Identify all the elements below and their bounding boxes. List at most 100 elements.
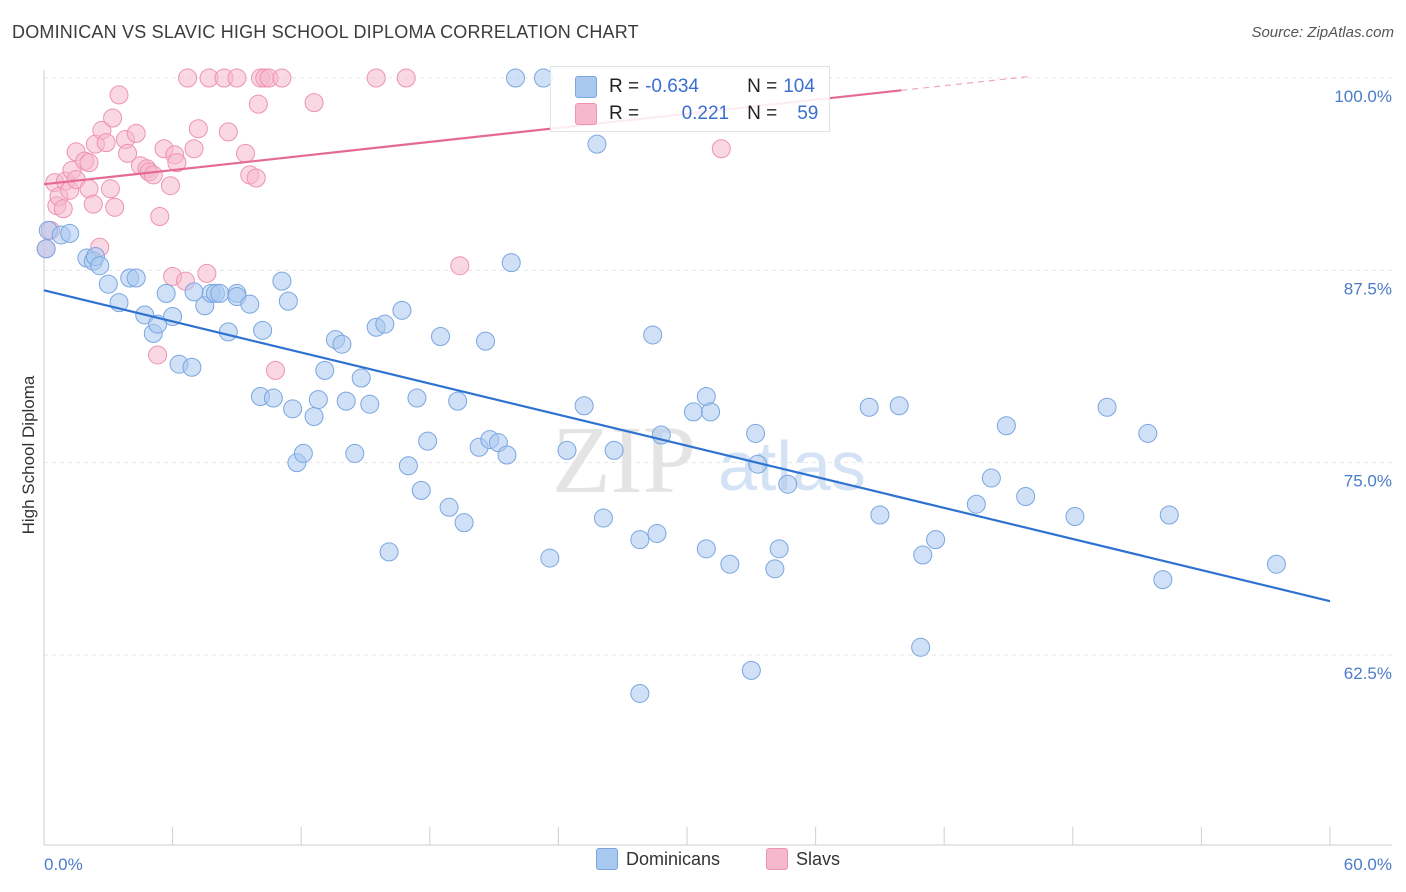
dominicans-point: [240, 294, 260, 314]
slavs-point: [53, 199, 73, 219]
x-tick-label-max: 60.0%: [1344, 855, 1392, 874]
dominicans-point: [263, 388, 283, 408]
slavs-point: [396, 68, 416, 88]
dominicans-point: [278, 291, 298, 311]
dominicans-point: [701, 402, 721, 422]
dominicans-point: [332, 334, 352, 354]
dominicans-point: [1153, 570, 1173, 590]
dominicans-point: [439, 497, 459, 517]
dominicans-point: [218, 322, 238, 342]
slavs-point: [100, 179, 120, 199]
slavs-point: [143, 165, 163, 185]
slavs-point: [103, 108, 123, 128]
dominicans-point: [926, 530, 946, 550]
r-label: R =: [609, 103, 640, 124]
n-label: N =: [747, 76, 778, 97]
legend-label-dominicans: Dominicans: [626, 848, 721, 869]
slavs-point: [304, 93, 324, 113]
dominicans-point: [360, 394, 380, 414]
dominicans-point: [630, 530, 650, 550]
dominicans-point: [60, 223, 80, 243]
dominicans-point: [574, 396, 594, 416]
legend-item-slavs[interactable]: Slavs: [766, 848, 840, 870]
dominicans-point: [769, 539, 789, 559]
y-tick-labels: 62.5% 75.0% 87.5% 100.0%: [1334, 87, 1392, 683]
slavs-point: [96, 133, 116, 153]
slavs-swatch: [575, 103, 597, 125]
dominicans-point: [253, 320, 273, 340]
slavs-point: [188, 119, 208, 139]
dominicans-point: [304, 407, 324, 427]
dominicans-point: [741, 660, 761, 680]
dominicans-point: [315, 360, 335, 380]
slavs-point: [366, 68, 386, 88]
y-axis-label: High School Diploma: [19, 375, 38, 534]
dominicans-point: [476, 331, 496, 351]
dominicans-trend-line: [43, 289, 1331, 603]
slavs-point: [150, 206, 170, 226]
dominicans-point: [283, 399, 303, 419]
slavs-point: [79, 153, 99, 173]
dominicans-point: [398, 456, 418, 476]
dominicans-point: [981, 468, 1001, 488]
dominicans-point: [540, 548, 560, 568]
dominicans-swatch: [575, 76, 597, 98]
r-value: 0.221: [681, 103, 730, 124]
dominicans-point: [1138, 423, 1158, 443]
y-tick-label: 62.5%: [1344, 664, 1392, 683]
dominicans-point: [778, 474, 798, 494]
dominicans-point: [506, 68, 526, 88]
n-label: N =: [747, 103, 778, 124]
slavs-point: [218, 122, 238, 142]
dominicans-point: [431, 326, 451, 346]
dominicans-point: [375, 314, 395, 334]
dominicans-point: [1016, 487, 1036, 507]
slavs-point: [83, 194, 103, 214]
dominicans-point: [392, 300, 412, 320]
slavs-point: [126, 123, 146, 143]
slavs-point: [105, 197, 125, 217]
legend-swatch-slavs: [766, 848, 788, 870]
dominicans-point: [911, 637, 931, 657]
chart-title: DOMINICAN VS SLAVIC HIGH SCHOOL DIPLOMA …: [12, 22, 639, 42]
slavs-point: [160, 176, 180, 196]
dominicans-point: [643, 325, 663, 345]
watermark: ZIP atlas: [552, 406, 866, 513]
slavs-point: [118, 143, 138, 163]
dominicans-point: [454, 513, 474, 533]
slavs-point: [109, 85, 129, 105]
dominicans-point: [98, 274, 118, 294]
dominicans-points: [36, 68, 1286, 703]
slavs-point: [450, 256, 470, 276]
dominicans-point: [913, 545, 933, 565]
dominicans-point: [126, 268, 146, 288]
dominicans-point: [1097, 397, 1117, 417]
dominicans-point: [1159, 505, 1179, 525]
dominicans-point: [351, 368, 371, 388]
dominicans-point: [293, 443, 313, 463]
watermark-zip: ZIP: [552, 406, 696, 513]
legend-item-dominicans[interactable]: Dominicans: [596, 848, 720, 870]
dominicans-point: [889, 396, 909, 416]
dominicans-point: [501, 253, 521, 273]
dominicans-point: [448, 391, 468, 411]
dominicans-point: [418, 431, 438, 451]
dominicans-point: [36, 239, 56, 259]
dominicans-point: [557, 440, 577, 460]
r-label: R =: [609, 76, 640, 97]
dominicans-point: [379, 542, 399, 562]
slavs-point: [178, 68, 198, 88]
axes: [43, 70, 1392, 846]
dominicans-point: [696, 539, 716, 559]
dominicans-point: [683, 402, 703, 422]
slavs-point: [265, 360, 285, 380]
dominicans-point: [156, 283, 176, 303]
dominicans-point: [746, 423, 766, 443]
correlation-stats-box: R = -0.634 N = 104 R = 0.221 N = 59: [550, 66, 830, 132]
r-value: -0.634: [645, 76, 699, 97]
slavs-point: [246, 168, 266, 188]
dominicans-point: [497, 445, 517, 465]
y-tick-label: 87.5%: [1344, 279, 1392, 298]
dominicans-point: [604, 440, 624, 460]
slavs-point: [167, 153, 187, 173]
